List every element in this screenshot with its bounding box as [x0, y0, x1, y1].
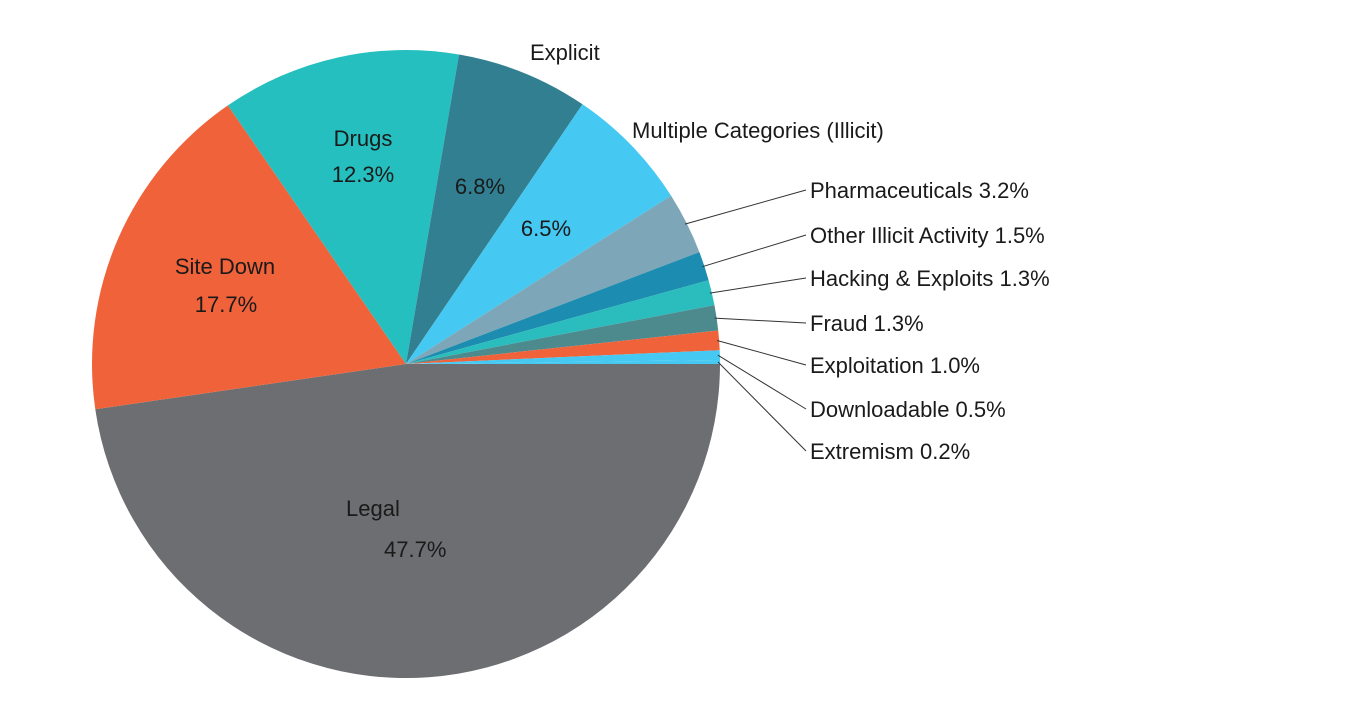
slice-value-multiple-categories: 6.5%	[521, 216, 571, 241]
slice-label-other-illicit-activity: Other Illicit Activity 1.5%	[810, 223, 1045, 248]
pie-slice-exploitation-1-0	[406, 330, 720, 364]
pie-slice-explicit	[406, 54, 583, 364]
pie-slice-downloadable-0-5	[406, 350, 720, 364]
slice-label-hacking-exploits: Hacking & Exploits 1.3%	[810, 266, 1050, 291]
leader-line-fraud-1-3	[714, 317, 807, 324]
leader-line-pharmaceuticals-3-2	[684, 189, 807, 225]
slice-value-site-down: 17.7%	[195, 292, 257, 317]
slice-label-explicit: Explicit	[530, 40, 600, 65]
slice-label-downloadable: Downloadable 0.5%	[810, 397, 1006, 422]
slice-label-legal: Legal	[346, 496, 400, 521]
slice-label-pharmaceuticals: Pharmaceuticals 3.2%	[810, 178, 1029, 203]
slice-value-legal: 47.7%	[384, 537, 446, 562]
pie-slice-pharmaceuticals-3-2	[406, 195, 700, 364]
slice-label-drugs: Drugs	[334, 126, 393, 151]
slice-label-site-down: Site Down	[175, 254, 275, 279]
slice-value-drugs: 12.3%	[332, 162, 394, 187]
leader-line-exploitation-1-0	[716, 340, 807, 366]
pie-slice-extremism-0-2	[406, 360, 721, 364]
slice-label-exploitation: Exploitation 1.0%	[810, 353, 980, 378]
pie-slice-drugs	[227, 50, 460, 364]
pie-slice-other-illicit-activity-1-5	[406, 252, 709, 364]
leader-lines	[684, 189, 807, 452]
slice-value-explicit: 6.8%	[455, 174, 505, 199]
pie-slice-hacking-exploits-1-3	[406, 280, 715, 364]
slice-label-extremism: Extremism 0.2%	[810, 439, 970, 464]
leader-line-hacking-exploits-1-3	[709, 277, 807, 294]
leader-line-other-illicit-activity-1-5	[702, 234, 807, 268]
leader-line-downloadable-0-5	[717, 354, 807, 410]
pie-slice-site-down	[91, 105, 406, 410]
leader-line-extremism-0-2	[717, 361, 807, 452]
slice-label-multiple-categories: Multiple Categories (Illicit)	[632, 118, 884, 143]
pie-slice-multiple-categories-illicit	[406, 104, 672, 365]
pie-slices	[91, 50, 721, 679]
pie-slice-fraud-1-3	[406, 305, 719, 364]
pie-slice-legal	[95, 364, 720, 679]
slice-labels: Legal 47.7% Site Down 17.7% Drugs 12.3% …	[175, 40, 1050, 562]
slice-label-fraud: Fraud 1.3%	[810, 311, 924, 336]
